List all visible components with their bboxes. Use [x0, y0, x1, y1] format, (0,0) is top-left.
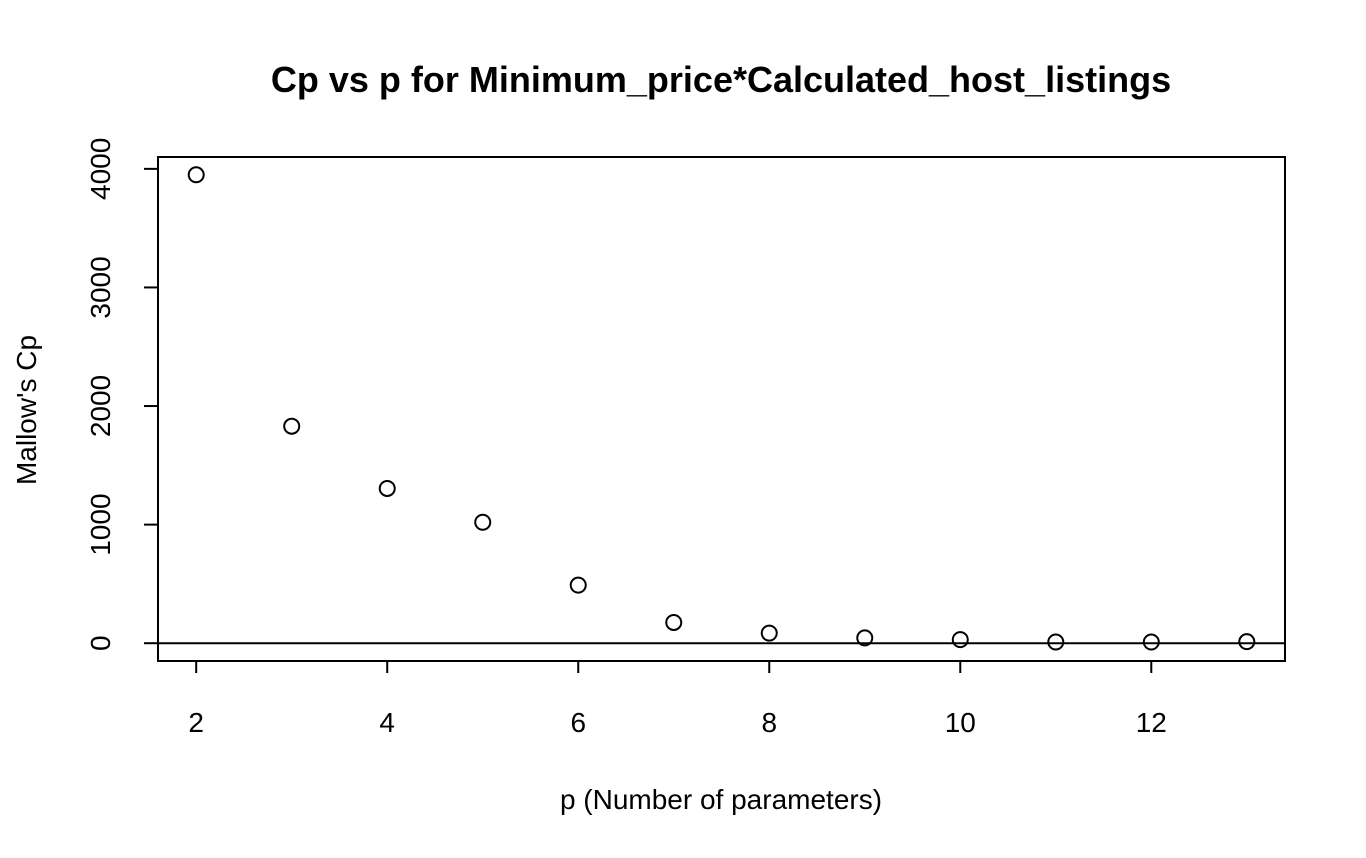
- x-tick-label: 10: [945, 707, 976, 738]
- data-point: [1142, 633, 1160, 651]
- data-point: [951, 631, 969, 649]
- y-tick-label: 1000: [85, 493, 116, 555]
- data-point: [856, 629, 874, 647]
- data-point: [1047, 633, 1065, 651]
- y-tick-label: 0: [85, 635, 116, 651]
- plot-box: [157, 156, 1286, 662]
- data-point: [283, 417, 301, 435]
- data-point: [378, 479, 396, 497]
- data-point: [569, 576, 587, 594]
- x-tick-label: 8: [761, 707, 777, 738]
- data-point: [474, 513, 492, 531]
- x-tick-label: 2: [188, 707, 204, 738]
- y-tick-label: 2000: [85, 375, 116, 437]
- data-point: [760, 624, 778, 642]
- chart-title: Cp vs p for Minimum_price*Calculated_hos…: [271, 59, 1171, 100]
- data-point: [187, 166, 205, 184]
- data-point: [665, 613, 683, 631]
- y-tick-label: 4000: [85, 138, 116, 200]
- x-axis-label: p (Number of parameters): [560, 784, 882, 815]
- x-tick-label: 12: [1136, 707, 1167, 738]
- x-tick-label: 6: [570, 707, 586, 738]
- y-axis-label: Mallow's Cp: [11, 335, 42, 485]
- data-point: [1238, 633, 1256, 651]
- y-tick-label: 3000: [85, 256, 116, 318]
- x-tick-label: 4: [379, 707, 395, 738]
- plot-area: 2 4 6 8 10 12 0 1000 2000 3000 4000: [85, 138, 1286, 738]
